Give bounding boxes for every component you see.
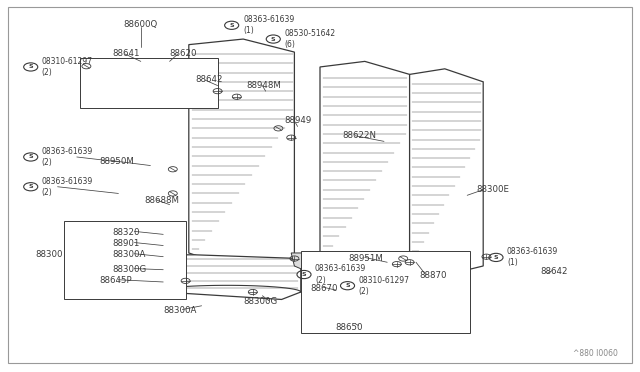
Bar xyxy=(301,251,470,333)
Text: 88300G: 88300G xyxy=(243,297,278,306)
Text: 88948M: 88948M xyxy=(246,81,281,90)
Text: S: S xyxy=(28,64,33,70)
Text: 88300A: 88300A xyxy=(112,250,145,259)
Text: 88901: 88901 xyxy=(112,239,140,248)
Text: S: S xyxy=(28,154,33,160)
Text: 08310-61297
(2): 08310-61297 (2) xyxy=(42,57,93,77)
Text: 88688M: 88688M xyxy=(144,196,179,205)
Text: 88949: 88949 xyxy=(285,116,312,125)
Text: 08363-61639
(2): 08363-61639 (2) xyxy=(315,264,366,285)
Text: 08530-51642
(6): 08530-51642 (6) xyxy=(285,29,336,49)
Text: 88300G: 88300G xyxy=(112,265,147,274)
Bar xyxy=(64,221,186,299)
Text: 08363-61639
(2): 08363-61639 (2) xyxy=(42,177,93,197)
Text: 08363-61639
(1): 08363-61639 (1) xyxy=(507,247,558,267)
Text: 88670: 88670 xyxy=(310,284,338,293)
Text: 08310-61297
(2): 08310-61297 (2) xyxy=(358,276,410,296)
Text: 88300: 88300 xyxy=(35,250,63,259)
Text: 88645P: 88645P xyxy=(99,276,132,285)
Text: 08363-61639
(2): 08363-61639 (2) xyxy=(42,147,93,167)
Text: S: S xyxy=(28,184,33,189)
Bar xyxy=(80,58,218,108)
Polygon shape xyxy=(189,39,294,266)
Polygon shape xyxy=(320,61,410,270)
Polygon shape xyxy=(150,255,301,299)
Text: 88620: 88620 xyxy=(170,49,197,58)
Text: 88300E: 88300E xyxy=(477,185,510,194)
Text: 88300A: 88300A xyxy=(163,306,196,315)
Text: 88870: 88870 xyxy=(419,271,447,280)
Text: 88951M: 88951M xyxy=(349,254,383,263)
Text: 88320: 88320 xyxy=(112,228,140,237)
Text: S: S xyxy=(493,255,499,260)
Polygon shape xyxy=(291,253,323,272)
Text: S: S xyxy=(345,283,350,288)
Text: 88642: 88642 xyxy=(541,267,568,276)
Text: S: S xyxy=(271,36,276,42)
Text: 88650: 88650 xyxy=(335,323,362,332)
Polygon shape xyxy=(320,259,458,299)
Text: S: S xyxy=(301,272,307,277)
Text: S: S xyxy=(229,23,234,28)
Text: ^880 I0060: ^880 I0060 xyxy=(573,349,618,358)
Polygon shape xyxy=(410,69,483,275)
Text: 88641: 88641 xyxy=(112,49,140,58)
Text: 88642: 88642 xyxy=(195,76,223,84)
Text: 88600Q: 88600Q xyxy=(124,20,158,29)
Text: 08363-61639
(1): 08363-61639 (1) xyxy=(243,15,294,35)
Text: 88622N: 88622N xyxy=(342,131,376,140)
Text: 88950M: 88950M xyxy=(99,157,134,166)
